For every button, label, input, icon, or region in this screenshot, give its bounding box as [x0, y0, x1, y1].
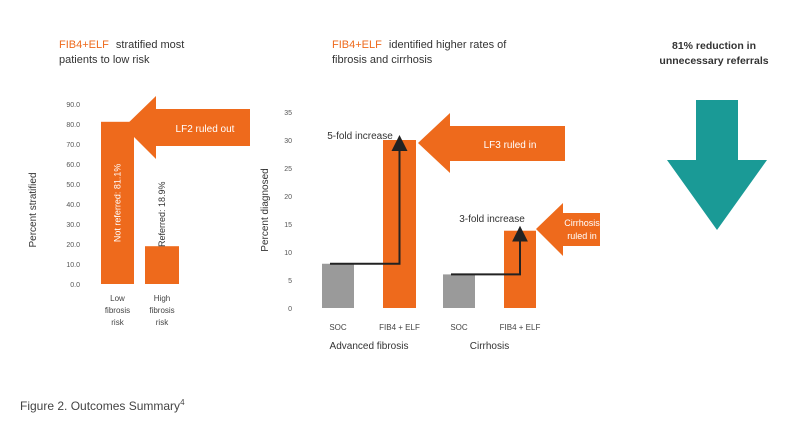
diagnosis-chart: Percent diagnosed 0 5 10 15 20 25 30 35 SOC FIB4…: [260, 110, 540, 352]
chart1-xlabel-0-2: risk: [111, 318, 124, 327]
chart2-ytick-0: 0: [288, 306, 292, 313]
chart1-bar-1: [145, 246, 179, 284]
chart2-ytick-7: 35: [284, 110, 292, 117]
lf2-ruled-out-arrow: LF2 ruled out: [124, 96, 250, 159]
chart1-y-ticks: 0.0 10.0 20.0 30.0 40.0 50.0 60.0 70.0 80.0 90.0: [66, 102, 80, 289]
chart1-xlabel-0-1: fibrosis: [105, 306, 130, 315]
left-title-line1: stratified most: [116, 39, 184, 51]
middle-title-line1: identified higher rates of: [389, 39, 507, 51]
cirrhosis-arrow-label-1: Cirrhosis: [564, 218, 600, 228]
chart1-ytick-3: 30.0: [66, 222, 80, 229]
caption-text: Figure 2. Outcomes Summary: [20, 399, 181, 413]
chart2-ytick-4: 20: [284, 194, 292, 201]
left-panel-title: FIB4+ELF stratified most: [59, 39, 184, 51]
chart2-group-label-0: Advanced fibrosis: [330, 341, 409, 352]
right-title-line1: 81% reduction in: [672, 40, 756, 52]
three-fold-annotation: 3-fold increase: [459, 214, 525, 225]
middle-panel-title: FIB4+ELF identified higher rates of: [332, 39, 507, 51]
chart2-xlabel-2: SOC: [450, 323, 468, 332]
lf3-ruled-in-arrow: LF3 ruled in: [418, 113, 565, 173]
chart1-data-label-0: Not referred: 81.1%: [113, 164, 123, 243]
chart2-ytick-1: 5: [288, 278, 292, 285]
five-fold-annotation: 5-fold increase: [327, 131, 393, 142]
chart1-ylabel: Percent stratified: [28, 172, 39, 247]
chart1-x-labels: Low fibrosis risk High fibrosis risk: [105, 294, 175, 327]
chart1-ytick-7: 70.0: [66, 142, 80, 149]
chart2-ytick-3: 15: [284, 222, 292, 229]
chart2-ytick-6: 30: [284, 138, 292, 145]
chart1-ytick-5: 50.0: [66, 182, 80, 189]
chart2-group-labels: Advanced fibrosis Cirrhosis: [330, 341, 510, 352]
chart2-xlabel-1: FIB4 + ELF: [379, 323, 420, 332]
chart2-xlabel-0: SOC: [329, 323, 347, 332]
chart1-xlabel-1-2: risk: [156, 318, 169, 327]
chart1-ytick-8: 80.0: [66, 122, 80, 129]
chart2-y-ticks: 0 5 10 15 20 25 30 35: [284, 110, 292, 313]
lf2-arrow-shape: [124, 96, 250, 159]
chart2-bar-2: [443, 274, 475, 308]
chart1-ytick-6: 60.0: [66, 162, 80, 169]
figure-caption: Figure 2. Outcomes Summary4: [20, 398, 185, 413]
stratification-chart: Percent stratified 0.0 10.0 20.0 30.0 40.0 50…: [28, 102, 179, 327]
down-arrow-icon: [667, 100, 767, 230]
middle-title-highlight: FIB4+ELF: [332, 39, 382, 51]
chart1-ytick-0: 0.0: [70, 282, 80, 289]
increase-connector-0: [330, 135, 408, 265]
chart1-xlabel-0-0: Low: [110, 294, 125, 303]
middle-title-line2: fibrosis and cirrhosis: [332, 54, 433, 66]
left-title-highlight: FIB4+ELF: [59, 39, 109, 51]
chart1-ytick-4: 40.0: [66, 202, 80, 209]
caption-superscript: 4: [180, 398, 185, 407]
chart1-xlabel-1-0: High: [154, 294, 170, 303]
chart1-ytick-9: 90.0: [66, 102, 80, 109]
cirrhosis-arrow-label-2: ruled in: [567, 231, 597, 241]
chart1-data-label-1: Referred: 18.9%: [157, 181, 167, 247]
increase-connector-1: [451, 225, 528, 276]
cirrhosis-ruled-in-arrow: Cirrhosis ruled in: [536, 203, 600, 256]
left-title-line2: patients to low risk: [59, 54, 150, 66]
chart1-xlabel-1-1: fibrosis: [149, 306, 174, 315]
chart2-xlabel-3: FIB4 + ELF: [500, 323, 541, 332]
lf3-arrow-shape: [418, 113, 565, 173]
chart2-ytick-5: 25: [284, 166, 292, 173]
chart1-bar-0: [101, 121, 134, 284]
chart2-group-label-1: Cirrhosis: [470, 341, 509, 352]
chart2-increase-connectors: [330, 135, 528, 276]
chart2-x-labels: SOC FIB4 + ELF SOC FIB4 + ELF: [329, 323, 540, 332]
lf3-arrow-label: LF3 ruled in: [484, 140, 537, 151]
chart1-ytick-1: 10.0: [66, 262, 80, 269]
chart2-ylabel: Percent diagnosed: [260, 168, 271, 251]
cirrhosis-arrow-shape: [536, 203, 600, 256]
lf2-arrow-label: LF2 ruled out: [176, 124, 235, 135]
teal-down-arrow: [667, 100, 767, 230]
chart1-bars: Not referred: 81.1% Referred: 18.9%: [101, 121, 179, 284]
chart1-ytick-2: 20.0: [66, 242, 80, 249]
chart2-bar-0: [322, 263, 354, 308]
right-title-line2: unnecessary referrals: [659, 55, 768, 67]
chart2-ytick-2: 10: [284, 250, 292, 257]
